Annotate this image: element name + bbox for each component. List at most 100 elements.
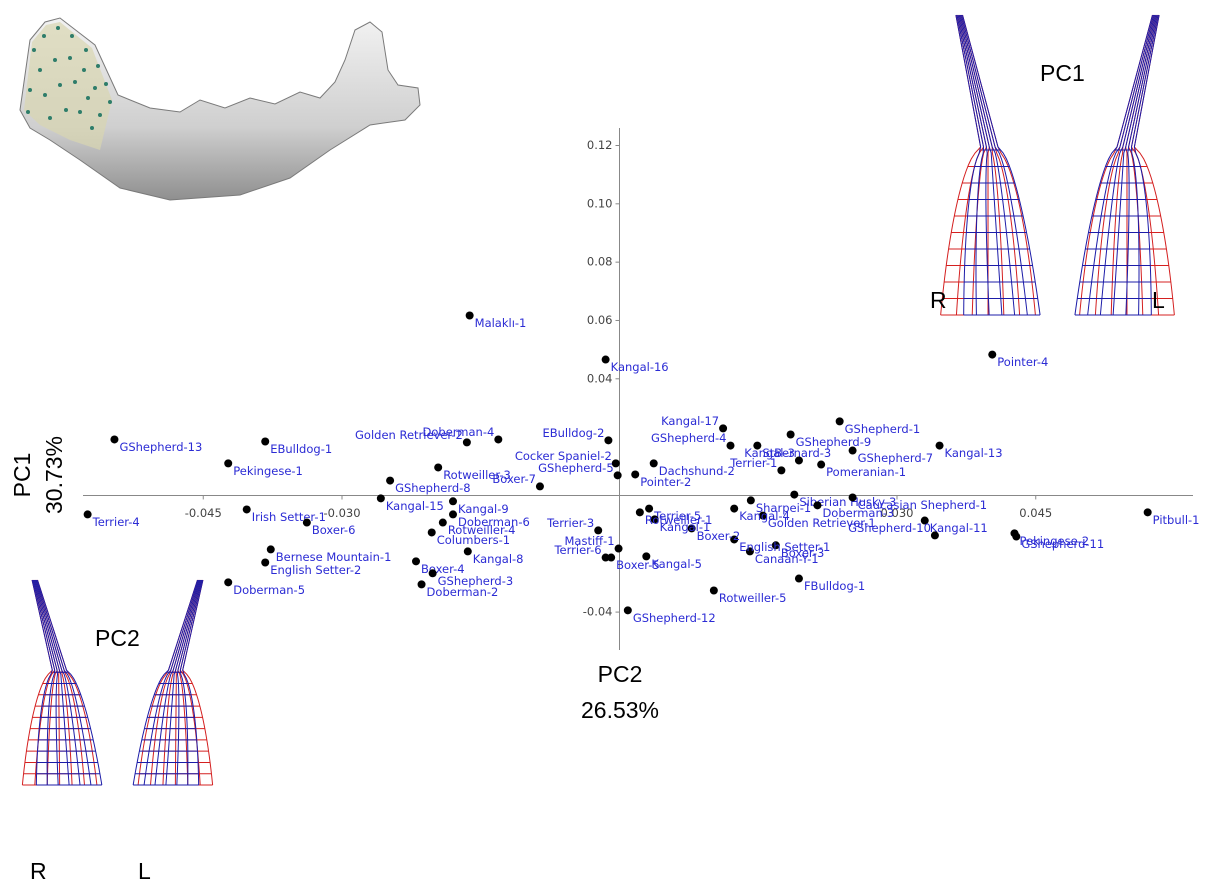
x-tick-label: -0.030 bbox=[323, 506, 360, 520]
data-point bbox=[439, 519, 447, 527]
y-tick-label: 0.08 bbox=[587, 255, 613, 269]
data-point bbox=[636, 508, 644, 516]
wire-line bbox=[958, 15, 986, 315]
point-label: Canaan-Y-1 bbox=[755, 552, 819, 566]
diagram-side-label: L bbox=[1152, 287, 1165, 313]
data-point bbox=[463, 438, 471, 446]
data-point bbox=[747, 496, 755, 504]
point-label: GShepherd-4 bbox=[651, 431, 727, 445]
point-label: EBulldog-2 bbox=[542, 426, 604, 440]
y-tick-label: 0.06 bbox=[587, 313, 613, 327]
wire-line bbox=[36, 580, 80, 785]
wireframe bbox=[32, 580, 102, 785]
data-point bbox=[243, 505, 251, 513]
page: PC1 R L PC2 R L PC2 26.53% PC1 30.73% 0.… bbox=[0, 0, 1210, 888]
point-label: Kangal-16 bbox=[611, 360, 669, 374]
point-label: Kangal-8 bbox=[473, 552, 524, 566]
point-label: Boxer-5 bbox=[616, 558, 660, 572]
data-point bbox=[377, 494, 385, 502]
wire-line bbox=[155, 580, 199, 785]
point-label: Kangal-17 bbox=[661, 414, 719, 428]
point-label: Kangal-13 bbox=[945, 446, 1003, 460]
data-point bbox=[849, 447, 857, 455]
data-point bbox=[224, 578, 232, 586]
point-label: Terrier-1 bbox=[729, 456, 777, 470]
point-label: Malaklı-1 bbox=[475, 316, 527, 330]
data-point bbox=[602, 356, 610, 364]
data-point bbox=[777, 466, 785, 474]
wire-line bbox=[957, 15, 984, 315]
y-tick-label: 0.10 bbox=[587, 196, 613, 210]
wireframe bbox=[138, 580, 213, 785]
data-point bbox=[428, 528, 436, 536]
data-point bbox=[615, 545, 623, 553]
point-label: Pointer-2 bbox=[640, 475, 691, 489]
point-label: Kangal-15 bbox=[386, 499, 444, 513]
jaw-image bbox=[20, 18, 420, 200]
data-point bbox=[224, 459, 232, 467]
point-label: Columbers-1 bbox=[437, 533, 510, 547]
data-point bbox=[795, 456, 803, 464]
point-label: Boxer-7 bbox=[492, 472, 536, 486]
point-label: Pitbull-1 bbox=[1153, 513, 1200, 527]
data-point bbox=[449, 497, 457, 505]
point-label: Boxer-6 bbox=[312, 523, 356, 537]
data-point bbox=[267, 545, 275, 553]
point-label: Pointer-4 bbox=[997, 355, 1048, 369]
point-label: Pekingese-1 bbox=[233, 464, 303, 478]
wireframe bbox=[1080, 15, 1175, 315]
point-label: Kangal-9 bbox=[458, 502, 509, 516]
diagram-side-label: R bbox=[930, 287, 947, 313]
data-point bbox=[631, 470, 639, 478]
data-point bbox=[836, 417, 844, 425]
point-label: Rotweiller-1 bbox=[645, 513, 713, 527]
data-point bbox=[594, 526, 602, 534]
data-point bbox=[464, 547, 472, 555]
wire-line bbox=[151, 580, 199, 785]
point-label: GShepherd-12 bbox=[633, 611, 716, 625]
point-label: GShepherd-11 bbox=[1021, 537, 1104, 551]
point-label: Pomeranian-1 bbox=[826, 465, 906, 479]
data-point bbox=[817, 461, 825, 469]
data-point bbox=[813, 501, 821, 509]
data-point bbox=[84, 510, 92, 518]
data-point bbox=[261, 559, 269, 567]
point-label: GShepherd-8 bbox=[395, 481, 471, 495]
data-point bbox=[727, 442, 735, 450]
figure: PC1 R L PC2 R L PC2 26.53% PC1 30.73% 0.… bbox=[0, 0, 1210, 888]
data-point bbox=[466, 312, 474, 320]
wire-line bbox=[1131, 15, 1158, 315]
wireframe bbox=[22, 580, 97, 785]
data-point bbox=[1012, 533, 1020, 541]
diagram-side-label: L bbox=[138, 858, 151, 884]
x-tick-label: -0.045 bbox=[185, 506, 222, 520]
x-tick-label: 0.045 bbox=[1019, 506, 1052, 520]
data-point bbox=[602, 554, 610, 562]
wireframe bbox=[941, 15, 1036, 315]
point-label: Bernese Mountain-1 bbox=[276, 550, 392, 564]
point-label: EBulldog-1 bbox=[270, 442, 332, 456]
y-tick-label: -0.04 bbox=[583, 605, 613, 619]
point-label: Rotweiller-5 bbox=[719, 591, 787, 605]
point-label: Mastiff-1 bbox=[565, 534, 615, 548]
point-label: Doberman-5 bbox=[233, 583, 305, 597]
data-point bbox=[849, 493, 857, 501]
wire-line bbox=[1131, 15, 1158, 315]
data-point bbox=[710, 587, 718, 595]
data-point bbox=[418, 580, 426, 588]
data-point bbox=[449, 510, 457, 518]
data-point bbox=[650, 459, 658, 467]
data-point bbox=[931, 531, 939, 539]
data-point bbox=[434, 463, 442, 471]
data-point bbox=[386, 477, 394, 485]
data-point bbox=[303, 519, 311, 527]
data-point bbox=[645, 505, 653, 513]
data-point bbox=[429, 569, 437, 577]
point-label: Terrier-3 bbox=[546, 516, 594, 530]
diagram-title: PC2 bbox=[95, 625, 140, 651]
data-point bbox=[795, 575, 803, 583]
point-label: FBulldog-1 bbox=[804, 579, 865, 593]
data-point bbox=[261, 437, 269, 445]
data-point bbox=[790, 491, 798, 499]
